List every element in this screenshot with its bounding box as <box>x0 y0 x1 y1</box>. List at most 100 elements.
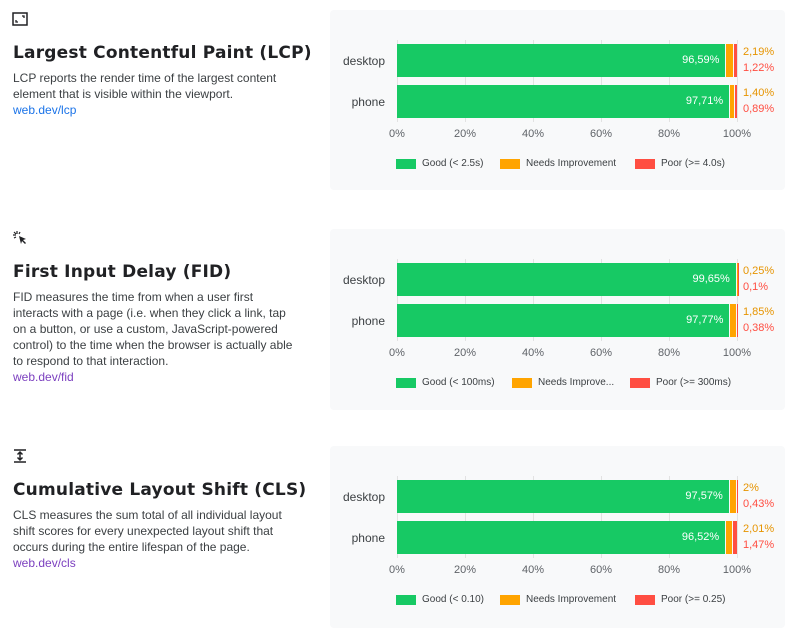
axis-tick-label: 100% <box>722 564 752 576</box>
gridline <box>669 476 670 558</box>
bar-good[interactable] <box>397 263 736 296</box>
gridline <box>465 40 466 122</box>
legend-label: Needs Improve... <box>538 377 615 388</box>
bar-needs-improvement[interactable] <box>729 480 736 513</box>
gridline <box>669 259 670 341</box>
needs-improvement-value-label: 1,40% <box>743 87 775 99</box>
axis-tick-label: 60% <box>589 347 613 359</box>
bar-good[interactable] <box>397 480 729 513</box>
bar-needs-improvement[interactable] <box>730 85 734 118</box>
bar-poor[interactable] <box>734 85 737 118</box>
axis-tick-label: 0% <box>389 564 405 576</box>
legend-item[interactable]: Poor (>= 4.0s) <box>635 158 725 169</box>
good-value-label: 97,77% <box>686 314 724 326</box>
metric-title: Largest Contentful Paint (LCP) <box>13 43 312 63</box>
axis-tick-label: 40% <box>521 128 545 140</box>
poor-value-label: 0,1% <box>743 281 769 293</box>
legend-item[interactable]: Needs Improve... <box>512 377 614 388</box>
legend-swatch <box>635 158 655 169</box>
metric-description: FID measures the time from when a user f… <box>13 289 293 385</box>
legend-label: Poor (>= 0.25) <box>661 594 726 605</box>
description-text: LCP reports the render time of the large… <box>13 71 277 101</box>
good-value-label: 96,52% <box>681 531 720 543</box>
gridline <box>397 259 398 341</box>
axis-tick-label: 60% <box>589 564 613 576</box>
good-value-label: 96,59% <box>682 54 720 66</box>
legend-item[interactable]: Poor (>= 300ms) <box>630 377 731 388</box>
needs-improvement-value-label: 2,19% <box>743 46 775 58</box>
bar-needs-improvement[interactable] <box>736 263 738 296</box>
axis-tick-label: 20% <box>453 564 477 576</box>
row-label: phone <box>351 531 385 545</box>
bar-good[interactable] <box>397 44 726 77</box>
bar-needs-improvement[interactable] <box>730 304 736 337</box>
legend-label: Poor (>= 300ms) <box>656 377 732 388</box>
bar-good[interactable] <box>397 85 730 118</box>
gridline <box>533 259 534 341</box>
axis-tick-label: 0% <box>389 347 405 359</box>
gridline <box>465 259 466 341</box>
gridline <box>737 476 738 558</box>
legend-swatch <box>512 377 532 388</box>
axis-tick-label: 40% <box>521 347 545 359</box>
gridline <box>737 40 738 122</box>
legend-item[interactable]: Good (< 0.10) <box>396 594 484 605</box>
distribution-chart: desktop 99,65% 0,25% 0,1% phone 97,77% 1,85% 0,… <box>330 229 785 410</box>
row-label: desktop <box>342 490 385 504</box>
gridline <box>601 476 602 558</box>
legend-swatch <box>396 377 416 388</box>
axis-tick-label: 20% <box>453 128 477 140</box>
legend-item[interactable]: Needs Improvement <box>500 594 616 605</box>
click-icon <box>12 230 28 246</box>
legend-label: Good (< 2.5s) <box>422 158 484 169</box>
expand-icon <box>12 11 28 27</box>
gridline <box>465 476 466 558</box>
gridline <box>601 40 602 122</box>
poor-value-label: 0,43% <box>743 498 775 510</box>
gridline <box>669 40 670 122</box>
legend-swatch <box>630 377 650 388</box>
learn-more-link[interactable]: web.dev/lcp <box>13 103 77 117</box>
bar-poor[interactable] <box>737 263 739 296</box>
legend-label: Good (< 0.10) <box>422 594 484 605</box>
legend-label: Poor (>= 4.0s) <box>661 158 725 169</box>
needs-improvement-value-label: 0,25% <box>743 265 775 277</box>
gridline <box>533 40 534 122</box>
vertical-shift-icon <box>12 448 28 464</box>
legend-swatch <box>396 158 416 169</box>
legend-item[interactable]: Needs Improvement <box>500 158 616 169</box>
learn-more-link[interactable]: web.dev/fid <box>13 370 74 384</box>
gridline <box>397 476 398 558</box>
bar-good[interactable] <box>397 521 726 554</box>
poor-value-label: 1,22% <box>743 62 775 74</box>
description-text: CLS measures the sum total of all indivi… <box>13 508 282 554</box>
row-label: desktop <box>342 54 385 68</box>
bar-good[interactable] <box>397 304 730 337</box>
bar-poor[interactable] <box>736 480 738 513</box>
poor-value-label: 0,38% <box>743 322 775 334</box>
legend-label: Good (< 100ms) <box>422 377 495 388</box>
needs-improvement-value-label: 2,01% <box>743 523 775 535</box>
axis-tick-label: 80% <box>657 347 681 359</box>
metric-description: LCP reports the render time of the large… <box>13 70 293 118</box>
learn-more-link[interactable]: web.dev/cls <box>13 556 76 570</box>
good-value-label: 99,65% <box>692 273 730 285</box>
bar-needs-improvement[interactable] <box>726 521 732 554</box>
bar-needs-improvement[interactable] <box>726 44 733 77</box>
description-text: FID measures the time from when a user f… <box>13 290 293 368</box>
poor-value-label: 0,89% <box>743 103 775 115</box>
legend-swatch <box>635 594 655 605</box>
bar-poor[interactable] <box>733 521 737 554</box>
legend-item[interactable]: Good (< 100ms) <box>396 377 495 388</box>
distribution-chart: desktop 96,59% 2,19% 1,22% phone 97,71% 1,40% 0… <box>330 10 785 190</box>
row-label: phone <box>351 314 385 328</box>
legend-label: Needs Improvement <box>526 594 617 605</box>
bar-poor[interactable] <box>736 304 738 337</box>
metric-title: Cumulative Layout Shift (CLS) <box>13 480 307 500</box>
gridline <box>737 259 738 341</box>
legend-item[interactable]: Good (< 2.5s) <box>396 158 483 169</box>
poor-value-label: 1,47% <box>743 539 775 551</box>
bar-poor[interactable] <box>733 44 737 77</box>
legend-item[interactable]: Poor (>= 0.25) <box>635 594 725 605</box>
axis-tick-label: 40% <box>521 564 545 576</box>
